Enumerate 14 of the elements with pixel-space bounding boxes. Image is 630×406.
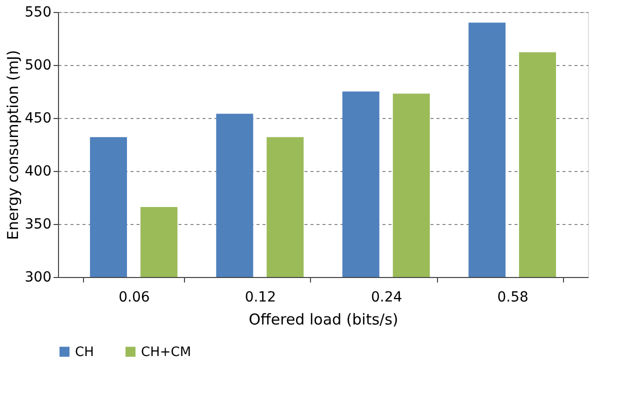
legend-label: CH [75,344,94,360]
y-tick-label: 550 [24,4,52,20]
y-tick-label: 450 [24,110,52,126]
x-tick-label: 0.06 [118,290,150,306]
y-tick-label: 500 [24,58,52,74]
y-tick-label: 350 [24,216,52,232]
x-tick-label: 0.24 [371,290,402,306]
x-tick-label: 0.58 [497,290,528,306]
y-tick-label: 400 [24,164,52,180]
y-tick-label: 300 [24,270,52,286]
x-tick-label: 0.12 [244,290,276,306]
x-axis-title: Offered load (bits/s) [248,310,398,328]
y-axis-title: Energy consumption (mJ) [4,50,22,240]
legend-label: CH+CM [141,344,192,360]
